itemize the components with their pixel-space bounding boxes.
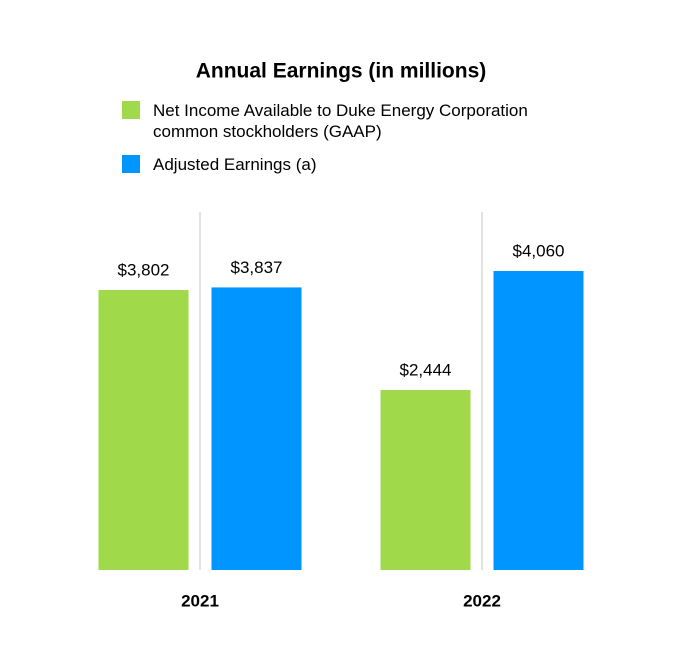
bar — [98, 290, 189, 570]
value-label: $2,444 — [400, 360, 452, 379]
legend-swatch — [122, 101, 140, 119]
legend-item: Net Income Available to Duke Energy Corp… — [122, 100, 573, 142]
bar — [211, 287, 302, 570]
value-label: $3,837 — [231, 258, 283, 277]
x-tick-label: 2021 — [181, 591, 219, 610]
legend-swatch — [122, 155, 140, 173]
value-label: $3,802 — [118, 260, 170, 279]
legend-item: Adjusted Earnings (a) — [122, 154, 573, 175]
legend-label: Net Income Available to Duke Energy Corp… — [153, 101, 528, 141]
legend-label: Adjusted Earnings (a) — [153, 155, 317, 174]
bar — [493, 271, 584, 570]
value-label: $4,060 — [513, 241, 565, 260]
bar — [380, 390, 471, 570]
x-tick-label: 2022 — [463, 591, 501, 610]
chart-title: Annual Earnings (in millions) — [196, 60, 487, 83]
